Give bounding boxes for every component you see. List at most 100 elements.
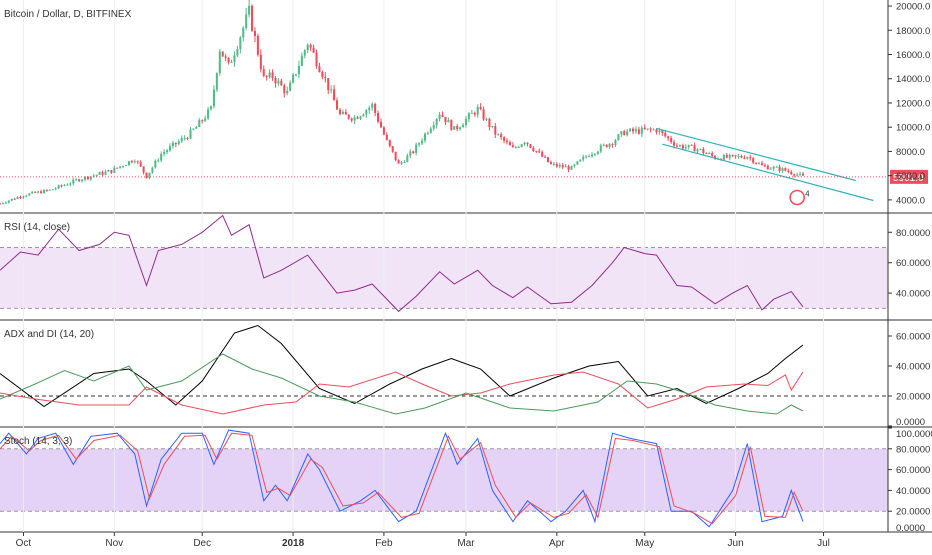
candle-body — [48, 189, 51, 191]
candle-body — [632, 128, 635, 132]
candle-body — [529, 144, 532, 148]
stoch-band — [0, 448, 888, 512]
candle-body — [620, 131, 623, 135]
candle-body — [186, 138, 189, 140]
candle-body — [494, 126, 497, 135]
candle-body — [418, 143, 421, 145]
candle-body — [643, 127, 646, 130]
candle-body — [189, 129, 192, 139]
candle-body — [63, 184, 66, 186]
candle-body — [801, 173, 805, 176]
candle-body — [171, 142, 174, 147]
candle-body — [286, 90, 289, 94]
candle-body — [160, 153, 163, 161]
time-tick-label: Feb — [375, 538, 393, 549]
candle-body — [233, 55, 236, 62]
candle-body — [277, 80, 280, 84]
candle-body — [500, 134, 503, 138]
candle-body — [453, 126, 456, 130]
candle-body — [473, 112, 476, 115]
candle-body — [725, 154, 728, 158]
time-tick-label: Oct — [16, 538, 32, 549]
candle-body — [338, 109, 341, 115]
candle-body — [479, 106, 482, 110]
candle-body — [673, 142, 676, 146]
candle-body — [391, 146, 394, 152]
candle-body — [230, 61, 233, 63]
candle-body — [462, 124, 465, 128]
candle-body — [4, 202, 7, 204]
candle-body — [28, 193, 31, 196]
candle-body — [781, 168, 784, 171]
price-pane-title: Bitcoin / Dollar, D, BITFINEX — [4, 9, 132, 20]
candle-body — [573, 164, 576, 167]
candle-body — [403, 162, 406, 164]
candle-body — [409, 151, 412, 156]
candle-body — [25, 195, 28, 197]
candle-body — [148, 172, 151, 179]
candle-body — [368, 107, 371, 111]
candle-body — [593, 153, 596, 155]
candle-body — [658, 130, 661, 133]
candle-body — [576, 161, 579, 165]
candle-body — [256, 35, 259, 55]
candle-body — [353, 117, 356, 121]
candle-body — [259, 54, 262, 70]
adx-line-2 — [0, 353, 804, 415]
candle-body — [98, 172, 101, 175]
candle-body — [40, 191, 43, 194]
rsi-tick-label: 60.0000 — [896, 258, 930, 269]
candle-body — [362, 114, 365, 117]
candle-body — [743, 157, 746, 159]
candle-body — [511, 145, 514, 148]
candle-body — [567, 166, 570, 170]
candle-body — [420, 140, 424, 144]
candle-body — [412, 151, 415, 154]
candle-body — [253, 30, 256, 36]
candle-body — [265, 75, 268, 78]
candle-body — [19, 196, 22, 198]
candle-body — [177, 141, 180, 145]
candle-body — [69, 183, 72, 185]
candle-body — [796, 174, 799, 176]
candle-body — [359, 116, 362, 119]
candle-body — [151, 167, 154, 173]
candle-body — [790, 171, 793, 175]
candle-body — [42, 189, 45, 194]
candle-body — [127, 161, 130, 166]
time-tick-label: Jun — [728, 538, 744, 549]
candle-body — [130, 161, 133, 163]
candle-body — [207, 109, 210, 119]
candle-body — [242, 27, 245, 38]
candle-body — [517, 146, 520, 148]
candle-body — [0, 203, 2, 205]
candle-body — [142, 166, 145, 173]
candle-body — [318, 66, 321, 73]
time-tick-label: May — [635, 538, 654, 549]
candle-body — [163, 152, 166, 154]
candle-body — [497, 134, 500, 136]
candle-body — [784, 168, 787, 171]
candle-body — [400, 162, 403, 164]
candle-body — [737, 156, 740, 158]
candle-body — [215, 73, 218, 90]
candle-body — [667, 136, 670, 139]
candle-body — [195, 126, 198, 129]
candle-body — [300, 55, 303, 66]
candle-body — [503, 137, 506, 141]
candle-body — [561, 165, 564, 168]
candle-body — [749, 157, 752, 159]
price-tick-label: 14000.0 — [896, 74, 930, 85]
candle-body — [558, 165, 561, 167]
candle-body — [37, 191, 40, 193]
candle-body — [75, 179, 78, 181]
candle-body — [356, 117, 359, 119]
candle-body — [101, 172, 104, 175]
candle-body — [110, 170, 113, 173]
candle-body — [582, 156, 585, 160]
adx-tick-label: 20.0000 — [896, 392, 930, 403]
candle-body — [166, 150, 169, 153]
candle-body — [315, 52, 318, 67]
candle-body — [324, 77, 327, 79]
candle-body — [728, 154, 731, 158]
